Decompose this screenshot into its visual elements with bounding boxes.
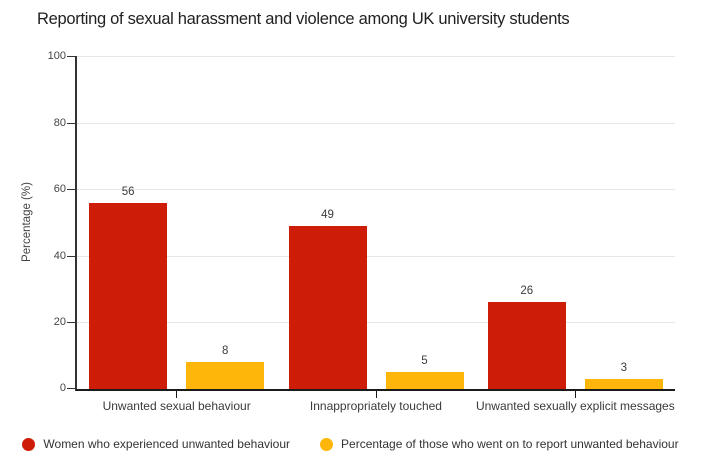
gridline-y100	[77, 56, 675, 57]
bar-value-label: 49	[321, 208, 334, 221]
gridline-y40	[77, 256, 675, 257]
x-axis-category-label: Innappropriately touched	[309, 399, 442, 413]
legend-label: Women who experienced unwanted behaviour	[43, 437, 291, 451]
y-axis-tick-0	[67, 388, 75, 389]
legend-dot-icon	[22, 437, 36, 451]
bar-value-label: 56	[121, 185, 135, 198]
bar-amber-group3	[584, 379, 663, 389]
bar-value-label: 8	[221, 345, 229, 358]
legend-label: Percentage of those who went on to repor…	[341, 437, 679, 451]
bar-value-label: 3	[620, 362, 627, 374]
bar-red-group1	[89, 202, 168, 389]
x-axis-tick-1	[176, 391, 178, 398]
bar-red-group2	[288, 225, 367, 389]
y-axis-tick-label-20: 20	[53, 316, 66, 328]
y-axis-tick-20	[67, 322, 75, 323]
legend-dot-icon	[320, 437, 334, 451]
gridline-y60	[77, 189, 675, 190]
y-axis-tick-label-0: 0	[59, 382, 66, 394]
x-axis-tick-2	[375, 391, 377, 398]
y-axis-tick-100	[67, 56, 75, 57]
y-axis-tick-label-40: 40	[53, 250, 66, 262]
bar-red-group3	[487, 302, 566, 389]
y-axis-tick-80	[67, 123, 75, 124]
y-axis-tick-40	[67, 256, 75, 257]
y-axis-tick-label-60: 60	[53, 183, 66, 195]
y-axis-tick-label-100: 100	[47, 50, 66, 62]
x-axis-tick-3	[574, 391, 576, 398]
bar-amber-group2	[385, 372, 464, 390]
x-axis-category-label: Unwanted sexually explicit messages	[475, 399, 675, 413]
y-axis-tick-60	[67, 189, 75, 190]
x-axis-category-label: Unwanted sexual behaviour	[102, 399, 251, 413]
gridline-y20	[77, 322, 675, 323]
legend-item-reported: Percentage of those who went on to repor…	[320, 437, 679, 451]
plot-area: 0 20 40 60 80 100 56 8 Unwanted sexual behaviour…	[48, 50, 675, 413]
bar-value-label: 5	[421, 355, 428, 368]
bar-amber-group1	[186, 362, 265, 389]
bar-value-label: 26	[520, 285, 534, 298]
y-axis-tick-label-80: 80	[53, 117, 66, 129]
chart-title: Reporting of sexual harassment and viole…	[37, 10, 570, 28]
legend: Women who experienced unwanted behaviour…	[0, 437, 701, 451]
gridline-y80	[77, 123, 675, 124]
legend-item-experienced: Women who experienced unwanted behaviour	[22, 437, 290, 451]
